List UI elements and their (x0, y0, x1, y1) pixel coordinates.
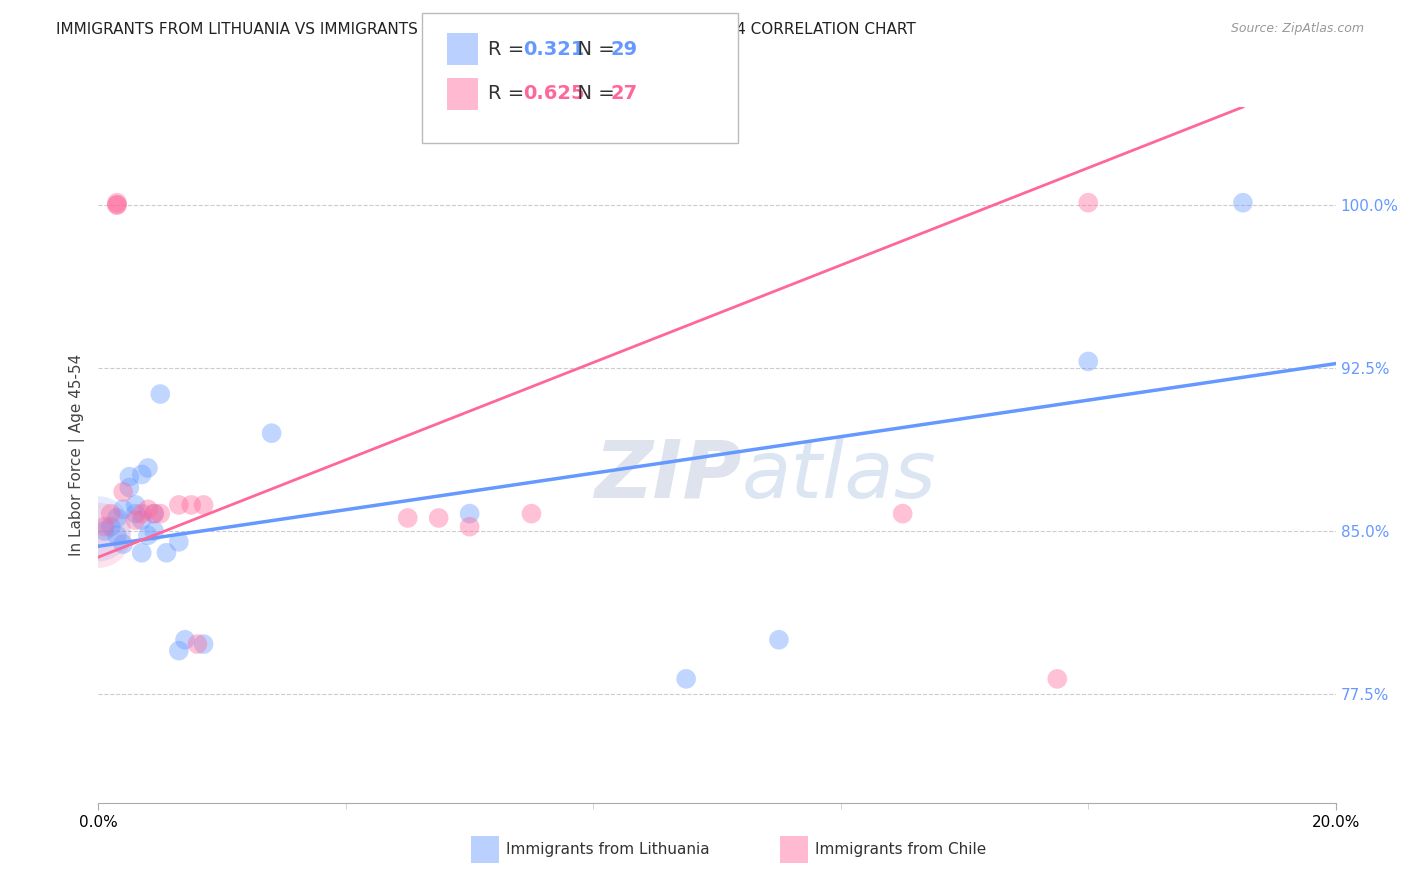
Text: Immigrants from Lithuania: Immigrants from Lithuania (506, 842, 710, 856)
Point (87, 528, 110, 542)
Point (149, 507, 172, 521)
Y-axis label: In Labor Force | Age 45-54: In Labor Force | Age 45-54 (69, 354, 84, 556)
Point (105, 195, 128, 210)
Text: 0.321: 0.321 (523, 39, 585, 59)
Point (180, 498, 202, 512)
Point (149, 387, 172, 401)
Point (143, 507, 166, 521)
Point (112, 502, 135, 516)
Point (520, 507, 543, 521)
Point (768, 632, 790, 647)
Text: atlas: atlas (742, 437, 936, 515)
Point (118, 469, 141, 483)
Text: 27: 27 (610, 84, 637, 103)
Point (100, 519, 122, 533)
Text: Immigrants from Chile: Immigrants from Chile (815, 842, 987, 856)
Point (124, 498, 146, 512)
Point (136, 502, 159, 516)
Point (1077, 354, 1099, 368)
Point (396, 511, 419, 525)
Text: R =: R = (488, 84, 530, 103)
Point (105, 528, 128, 542)
Text: ZIP: ZIP (595, 437, 742, 515)
Text: R =: R = (488, 39, 530, 59)
Point (93, 519, 115, 533)
Point (124, 513, 146, 527)
Point (675, 672, 697, 686)
Point (458, 519, 481, 533)
Point (131, 467, 153, 482)
Point (131, 507, 153, 521)
Point (167, 643, 190, 657)
Point (136, 528, 159, 542)
Point (143, 507, 166, 521)
Point (131, 546, 153, 560)
Point (1232, 195, 1254, 210)
Point (174, 632, 197, 647)
Point (105, 511, 128, 525)
Point (136, 461, 159, 475)
Point (260, 426, 283, 441)
Point (891, 507, 914, 521)
Point (87, 522, 110, 536)
Point (193, 637, 215, 651)
Point (112, 484, 135, 499)
Point (155, 546, 177, 560)
Text: N =: N = (565, 84, 621, 103)
Text: Source: ZipAtlas.com: Source: ZipAtlas.com (1230, 22, 1364, 36)
Point (105, 198, 128, 212)
Point (186, 637, 208, 651)
Point (93, 524, 115, 538)
Text: IMMIGRANTS FROM LITHUANIA VS IMMIGRANTS FROM CHILE IN LABOR FORCE | AGE 45-54 CO: IMMIGRANTS FROM LITHUANIA VS IMMIGRANTS … (56, 22, 915, 38)
Point (124, 507, 146, 521)
Point (143, 524, 166, 538)
Point (1046, 672, 1069, 686)
Point (167, 534, 190, 549)
Point (100, 507, 122, 521)
Text: N =: N = (565, 39, 621, 59)
Point (1077, 195, 1099, 210)
Point (167, 498, 190, 512)
Point (131, 513, 153, 527)
Text: 0.625: 0.625 (523, 84, 585, 103)
Point (118, 481, 141, 495)
Point (458, 507, 481, 521)
Point (112, 537, 135, 551)
Point (427, 511, 450, 525)
Text: 29: 29 (610, 39, 637, 59)
Point (105, 198, 128, 212)
Point (193, 498, 215, 512)
